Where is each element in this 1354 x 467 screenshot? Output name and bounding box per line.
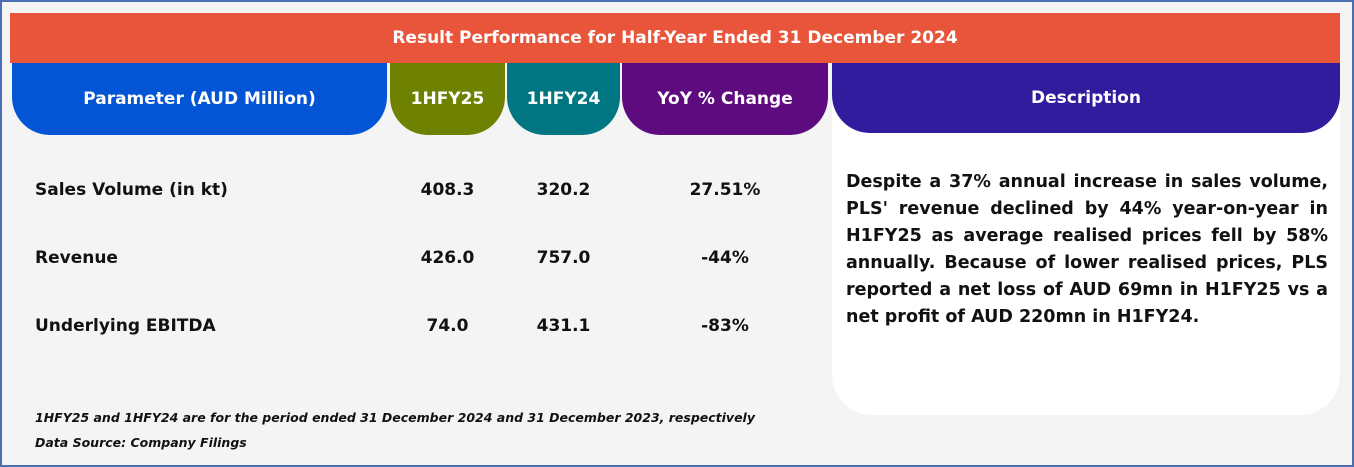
row-label: Revenue <box>35 248 118 268</box>
header-yoy-change: YoY % Change <box>622 63 828 135</box>
table-row: Revenue 426.0 757.0 -44% <box>0 248 830 278</box>
footnote-source: Data Source: Company Filings <box>35 435 247 450</box>
header-1hfy25: 1HFY25 <box>390 63 505 135</box>
value-yoy: 27.51% <box>689 180 761 200</box>
table-row: Underlying EBITDA 74.0 431.1 -83% <box>0 316 830 346</box>
table-title: Result Performance for Half-Year Ended 3… <box>10 13 1340 63</box>
value-1hfy24: 431.1 <box>536 316 591 336</box>
row-label: Sales Volume (in kt) <box>35 180 228 200</box>
description-text: Despite a 37% annual increase in sales v… <box>846 172 1328 327</box>
value-1hfy24: 320.2 <box>536 180 591 200</box>
value-1hfy24: 757.0 <box>536 248 591 268</box>
header-parameter: Parameter (AUD Million) <box>12 63 387 135</box>
value-1hfy25: 74.0 <box>426 316 469 336</box>
value-yoy: -44% <box>701 248 749 268</box>
row-label: Underlying EBITDA <box>35 316 216 336</box>
value-1hfy25: 426.0 <box>420 248 475 268</box>
footnote-period: 1HFY25 and 1HFY24 are for the period end… <box>35 410 755 425</box>
value-1hfy25: 408.3 <box>420 180 475 200</box>
header-1hfy24: 1HFY24 <box>507 63 620 135</box>
value-yoy: -83% <box>701 316 749 336</box>
description-card: Description Despite a 37% annual increas… <box>832 63 1340 415</box>
table-row: Sales Volume (in kt) 408.3 320.2 27.51% <box>0 180 830 210</box>
header-description: Description <box>832 63 1340 133</box>
